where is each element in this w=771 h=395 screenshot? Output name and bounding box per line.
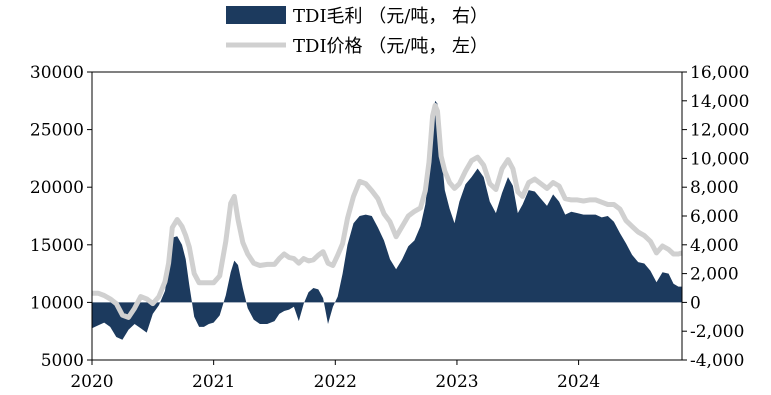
x-tick-label: 2023 bbox=[435, 372, 478, 392]
y-left-tick-label: 10000 bbox=[30, 293, 84, 313]
x-tick-label: 2020 bbox=[70, 372, 113, 392]
y-left-tick-label: 15000 bbox=[30, 236, 84, 256]
y-right-tick-label: 2,000 bbox=[690, 265, 739, 285]
y-right-tick-label: -2,000 bbox=[690, 322, 744, 342]
y-right-tick-label: 0 bbox=[690, 293, 701, 313]
y-left-tick-label: 30000 bbox=[30, 63, 84, 83]
axes: 5000 10000 15000 20000 25000 30000 -4,000 -2,00… bbox=[30, 63, 750, 392]
y-right-tick-label: 14,000 bbox=[690, 92, 749, 112]
x-tick-label: 2022 bbox=[314, 372, 357, 392]
legend-label-margin: TDI毛利 （元/吨， 右） bbox=[293, 6, 488, 27]
y-left-tick-label: 20000 bbox=[30, 178, 84, 198]
series-price-line bbox=[92, 102, 683, 320]
y-right-tick-label: 12,000 bbox=[690, 121, 749, 141]
y-right-tick-label: 16,000 bbox=[690, 63, 749, 83]
x-tick-label: 2021 bbox=[192, 372, 235, 392]
legend: TDI毛利 （元/吨， 右） TDI价格 （元/吨， 左） bbox=[226, 6, 488, 57]
y-right-tick-label: 6,000 bbox=[690, 207, 739, 227]
legend-swatch-margin bbox=[226, 6, 286, 24]
y-right-tick-label: -4,000 bbox=[690, 351, 744, 371]
x-tick-label: 2024 bbox=[557, 372, 600, 392]
y-right-tick-label: 8,000 bbox=[690, 178, 739, 198]
y-left-tick-label: 5000 bbox=[41, 351, 84, 371]
y-left-tick-label: 25000 bbox=[30, 121, 84, 141]
y-right-tick-label: 10,000 bbox=[690, 149, 749, 169]
series-margin-area bbox=[92, 100, 682, 340]
legend-label-price: TDI价格 （元/吨， 左） bbox=[293, 36, 488, 57]
y-right-tick-label: 4,000 bbox=[690, 236, 739, 256]
plot-area bbox=[92, 100, 683, 340]
